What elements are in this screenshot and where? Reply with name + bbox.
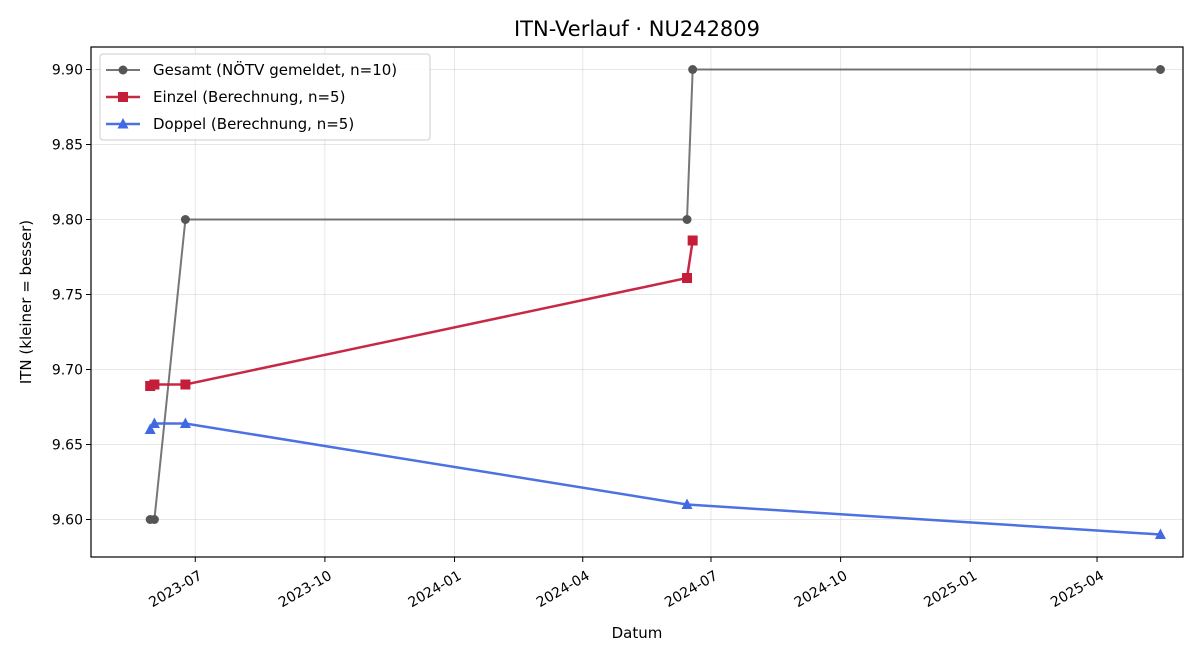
data-point	[681, 498, 693, 509]
legend-marker	[117, 118, 129, 129]
y-axis-label: ITN (kleiner = besser)	[17, 220, 35, 384]
data-point	[1154, 528, 1166, 539]
legend-entry-doppel: Doppel (Berechnung, n=5)	[106, 115, 354, 133]
data-point	[148, 417, 160, 428]
legend-entry-einzel: Einzel (Berechnung, n=5)	[106, 88, 345, 106]
data-point	[1155, 65, 1165, 74]
series-einzel	[145, 235, 698, 391]
legend-label: Gesamt (NÖTV gemeldet, n=10)	[153, 60, 397, 79]
series-layer	[144, 65, 1166, 539]
legend-label: Doppel (Berechnung, n=5)	[153, 115, 354, 133]
x-tick-label: 2023-10	[276, 568, 335, 611]
y-axis: 9.60 9.65 9.70 9.75 9.80 9.85 9.90	[52, 63, 91, 529]
y-tick-label: 9.70	[52, 363, 83, 379]
data-point	[180, 379, 191, 390]
x-axis-label: Datum	[612, 624, 663, 642]
series-line	[149, 422, 1161, 536]
data-point	[179, 417, 191, 428]
x-tick-label: 2024-07	[662, 568, 721, 611]
data-point	[180, 215, 190, 224]
legend-entry-gesamt: Gesamt (NÖTV gemeldet, n=10)	[106, 60, 397, 79]
data-point	[149, 515, 159, 524]
data-point	[144, 423, 156, 434]
x-axis: 2023-07 2023-10 2024-01 2024-04 2024-07 2024-…	[146, 557, 1107, 611]
legend-marker	[118, 92, 128, 102]
y-tick-label: 9.85	[52, 138, 83, 154]
data-point	[682, 215, 692, 224]
series-gesamt	[145, 65, 1165, 524]
x-tick-label: 2023-07	[146, 568, 205, 611]
legend-box	[99, 53, 431, 141]
x-tick-label: 2025-01	[921, 568, 980, 611]
y-tick-label: 9.75	[52, 288, 83, 304]
plot-frame	[90, 46, 1184, 558]
y-tick-label: 9.60	[52, 513, 83, 529]
legend-marker	[118, 65, 128, 75]
y-tick-label: 9.65	[52, 438, 83, 454]
x-tick-label: 2024-04	[534, 568, 593, 611]
data-point	[682, 273, 693, 283]
y-tick-label: 9.80	[52, 213, 83, 229]
series-doppel	[144, 417, 1166, 539]
chart-title: ITN-Verlauf · NU242809	[514, 17, 760, 41]
x-tick-label: 2024-01	[406, 568, 465, 611]
data-point	[687, 235, 698, 246]
legend: Gesamt (NÖTV gemeldet, n=10) Einzel (Bere…	[99, 53, 431, 141]
x-tick-label: 2025-04	[1048, 568, 1107, 611]
legend-label: Einzel (Berechnung, n=5)	[153, 88, 345, 106]
series-line	[149, 240, 694, 388]
x-tick-label: 2024-10	[792, 568, 851, 611]
data-point	[149, 379, 160, 390]
y-tick-label: 9.90	[52, 63, 83, 79]
data-point	[688, 65, 698, 74]
